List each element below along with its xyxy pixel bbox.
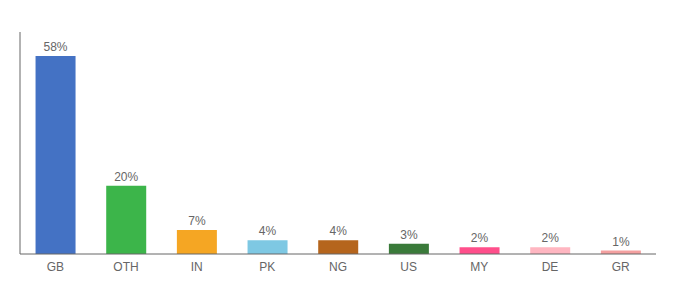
svg-text:7%: 7% (188, 214, 206, 228)
svg-text:2%: 2% (471, 231, 489, 245)
svg-text:MY: MY (470, 260, 488, 274)
svg-text:OTH: OTH (113, 260, 138, 274)
svg-text:20%: 20% (114, 170, 138, 184)
svg-text:NG: NG (329, 260, 347, 274)
svg-text:US: US (400, 260, 417, 274)
svg-text:IN: IN (191, 260, 203, 274)
svg-text:4%: 4% (259, 224, 277, 238)
svg-text:58%: 58% (44, 40, 68, 54)
svg-text:GR: GR (612, 260, 630, 274)
svg-text:PK: PK (259, 260, 275, 274)
svg-text:DE: DE (542, 260, 559, 274)
svg-text:GB: GB (47, 260, 64, 274)
svg-text:3%: 3% (400, 228, 418, 242)
svg-text:2%: 2% (542, 231, 560, 245)
svg-text:4%: 4% (330, 224, 348, 238)
svg-text:1%: 1% (612, 235, 630, 249)
